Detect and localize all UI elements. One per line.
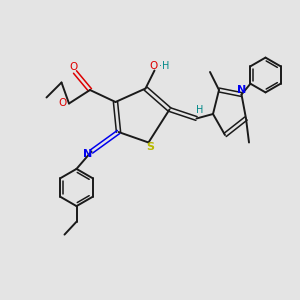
Text: O: O — [149, 61, 157, 71]
Text: S: S — [146, 142, 154, 152]
Text: O: O — [69, 62, 78, 72]
Text: N: N — [83, 149, 92, 160]
Text: N: N — [237, 85, 246, 95]
Text: O: O — [59, 98, 67, 109]
Text: H: H — [196, 105, 203, 115]
Text: ·H: ·H — [159, 61, 169, 71]
